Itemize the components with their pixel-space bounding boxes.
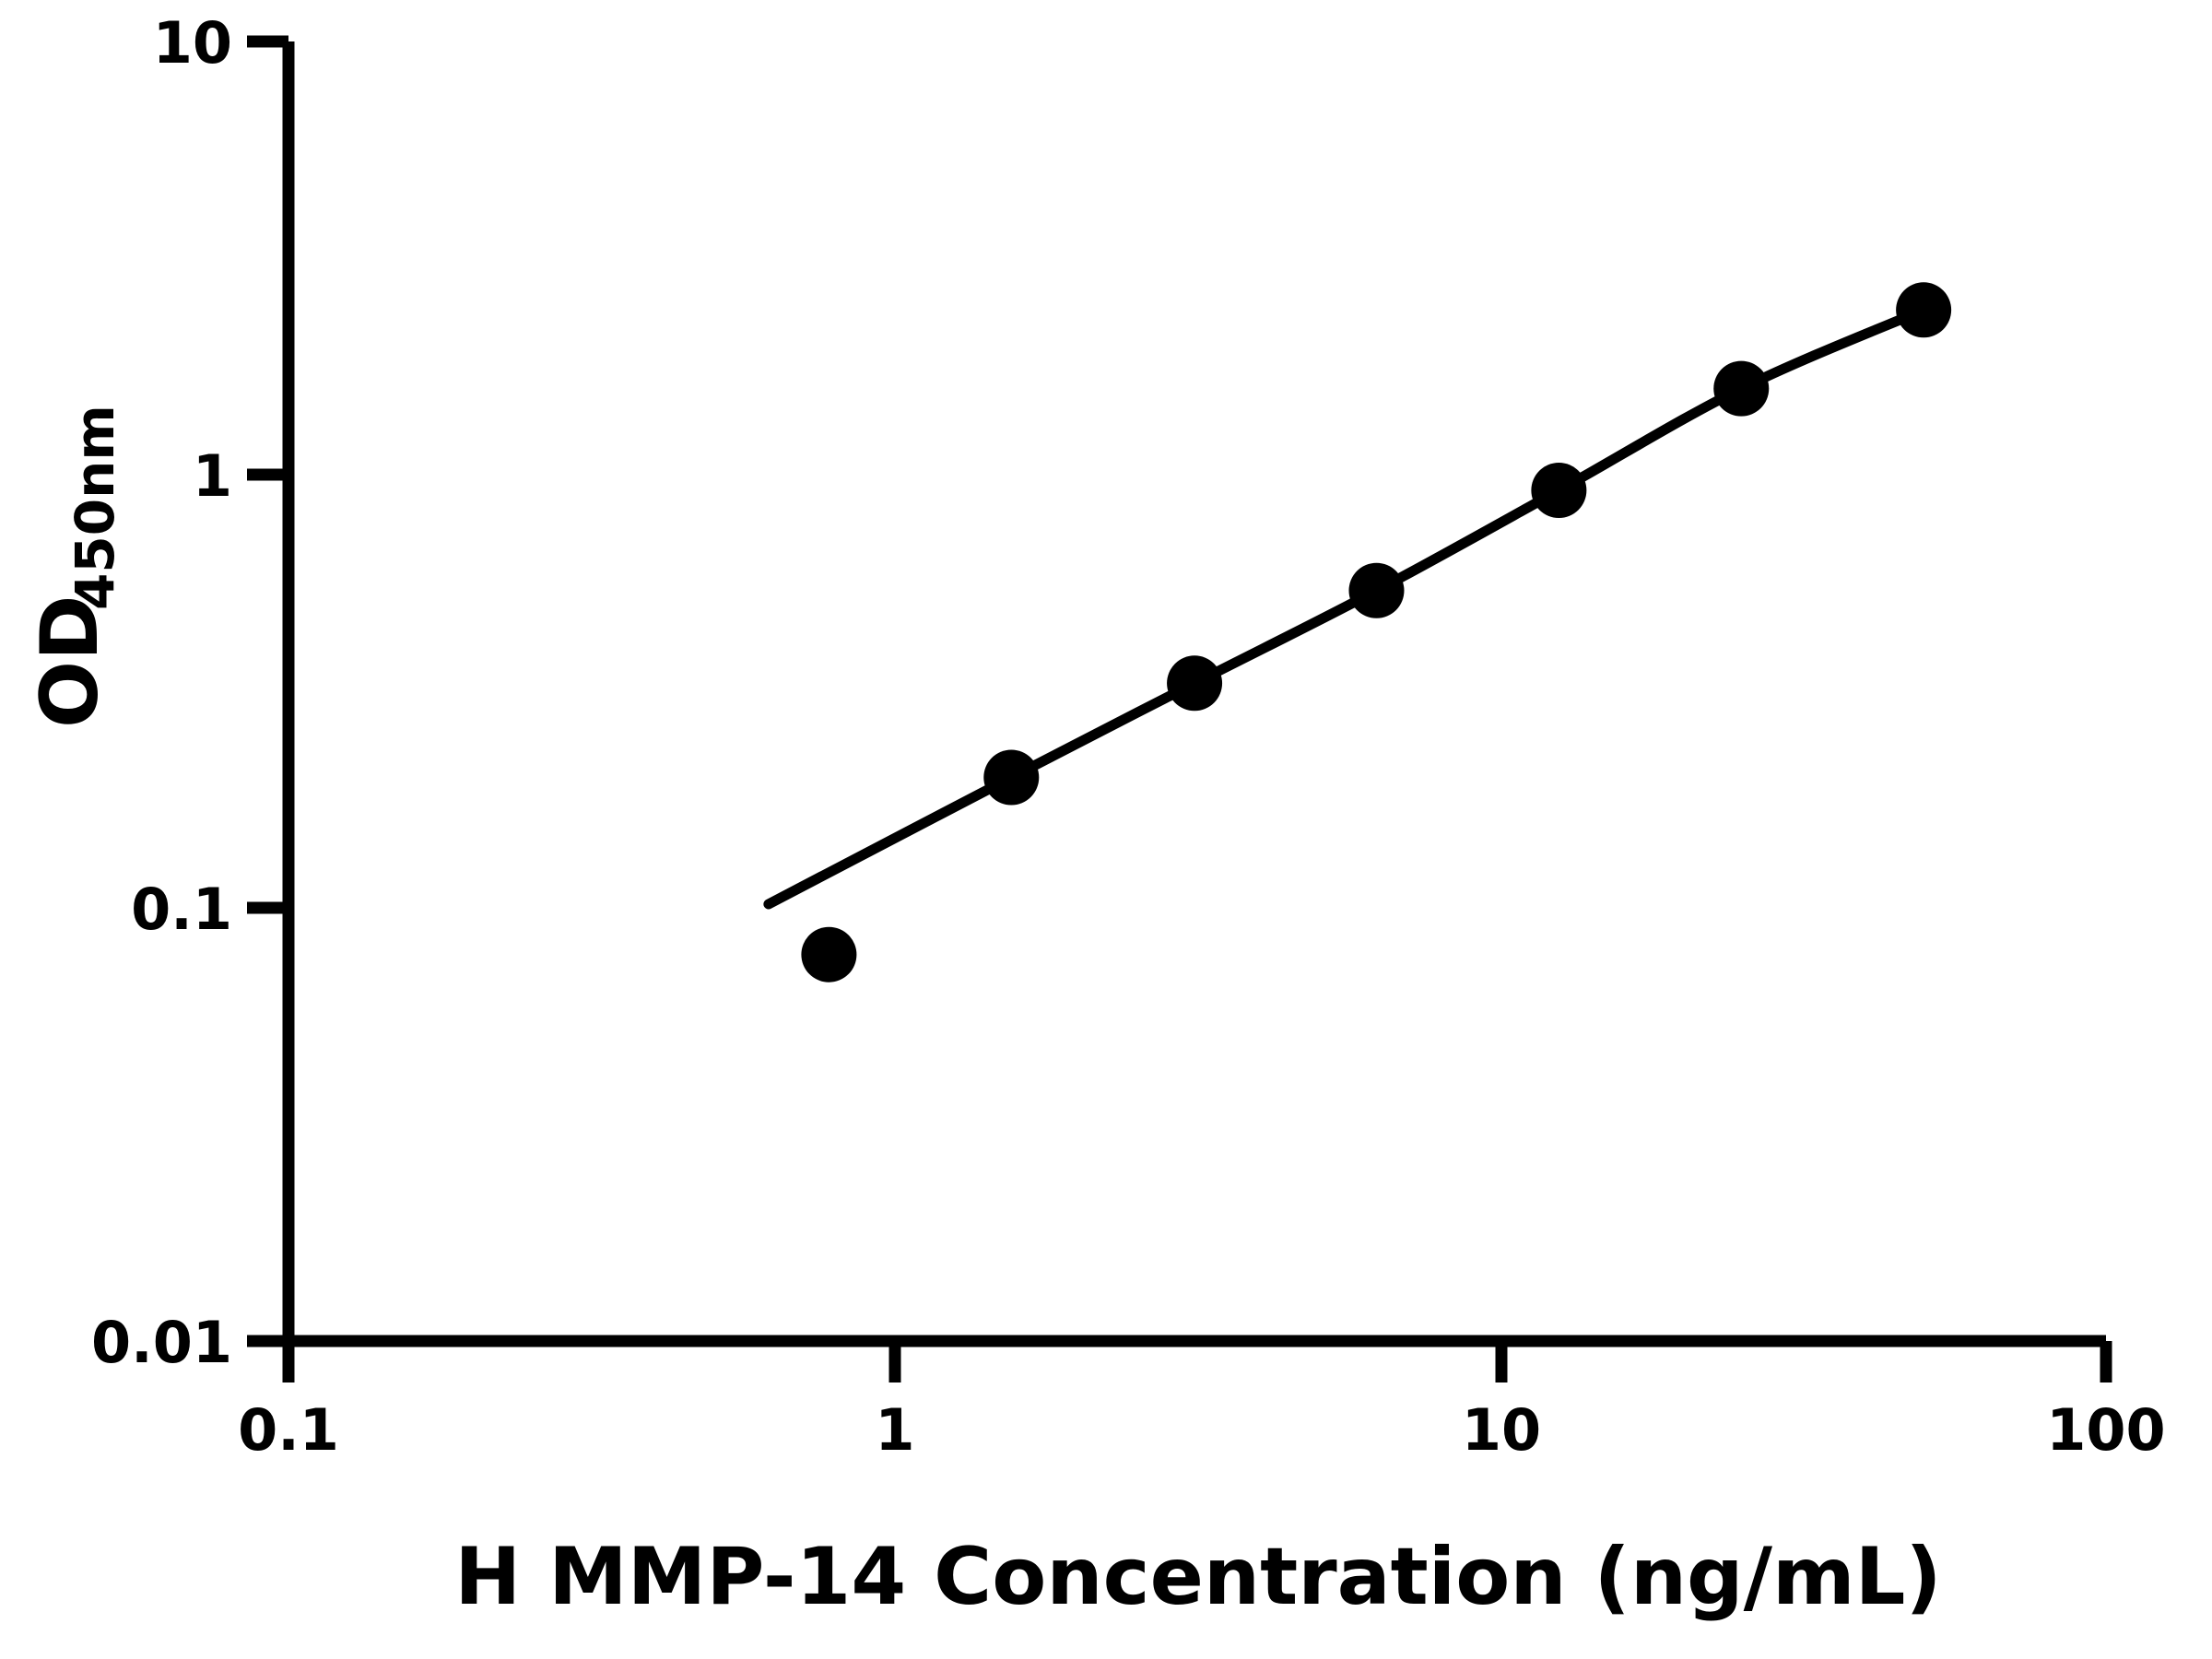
x-tick-label-1: 1 [875, 1396, 914, 1464]
y-axis-title-main: OD [24, 595, 116, 729]
y-axis-title-subscript: 450nm [64, 405, 126, 610]
x-axis-title: H MMP-14 Concentration (ng/mL) [454, 1531, 1941, 1623]
x-tick-label-10: 10 [1462, 1396, 1541, 1464]
y-axis-tick-labels: 10 1 0.1 0.01 [91, 9, 232, 1376]
x-tick-label-100: 100 [2046, 1396, 2165, 1464]
y-axis-ticks [247, 35, 288, 1347]
data-point-marker [1531, 463, 1587, 519]
y-axis-title: OD 450nm [24, 405, 126, 728]
data-series-standard-curve [763, 282, 1952, 982]
data-point-marker [1896, 282, 1952, 338]
y-tick-label-0.01: 0.01 [91, 1309, 232, 1376]
y-tick-label-10: 10 [153, 9, 232, 76]
y-tick-label-1: 1 [193, 442, 232, 510]
data-point-markers [801, 282, 1952, 982]
y-tick-label-0.1: 0.1 [131, 876, 232, 943]
data-point-marker [1348, 562, 1405, 618]
axis-spines [282, 41, 2106, 1347]
data-point-marker [983, 749, 1040, 806]
x-tick-label-0.1: 0.1 [238, 1396, 339, 1464]
data-point-marker [1167, 655, 1223, 712]
x-axis-ticks [282, 1341, 2112, 1382]
data-point-marker [1713, 360, 1770, 417]
x-axis-tick-labels: 0.1 1 10 100 [238, 1396, 2166, 1464]
data-point-marker [801, 926, 857, 982]
